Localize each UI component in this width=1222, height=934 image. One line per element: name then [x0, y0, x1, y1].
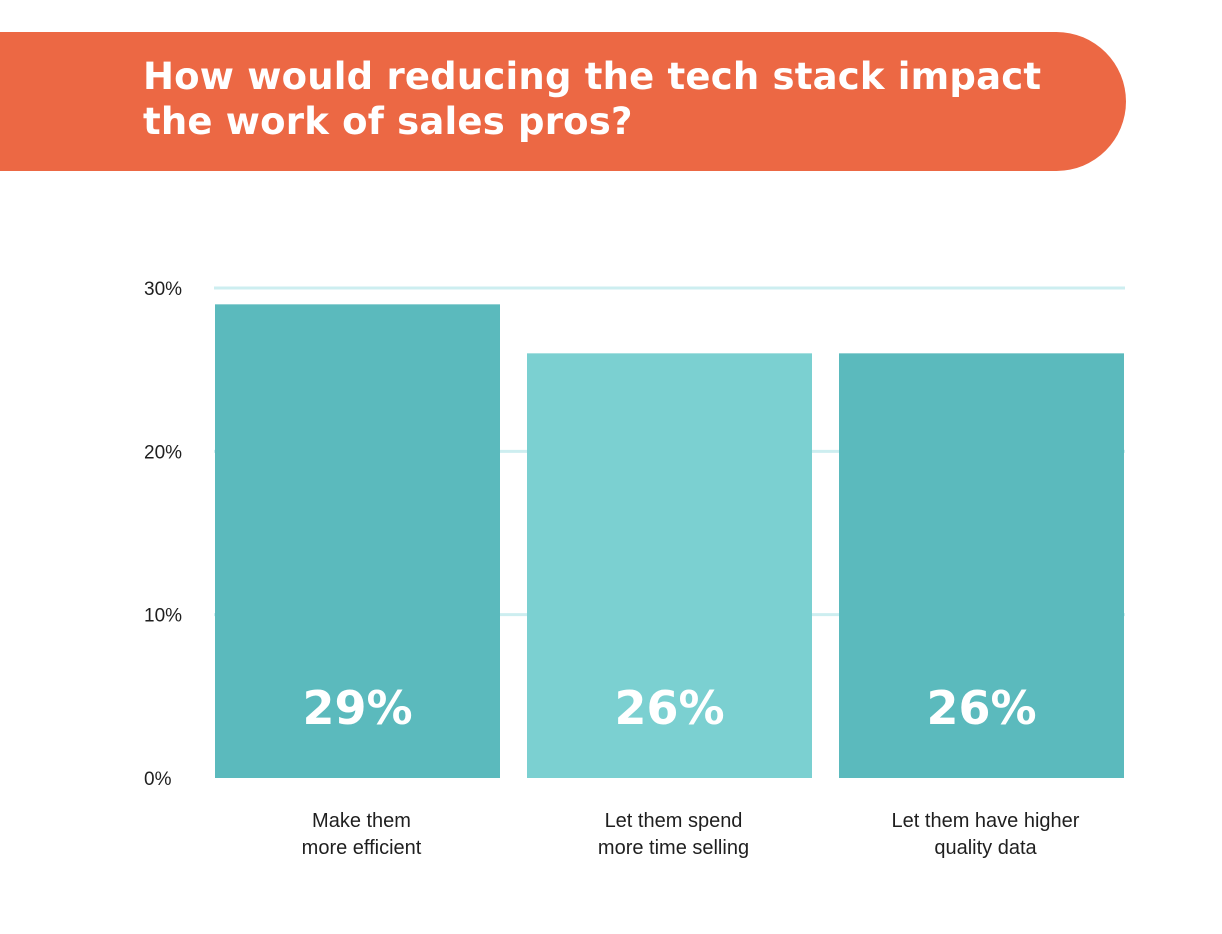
y-tick-label-0: 0% [144, 769, 172, 790]
value-labels: 29% 26% 26% [302, 681, 1036, 735]
bar-value-label-3: 26% [926, 681, 1036, 735]
chart-title-line-2: the work of sales pros? [143, 100, 633, 143]
category-label-2-line-2: more time selling [598, 837, 749, 859]
bar-2 [527, 353, 812, 778]
category-label-3-line-1: Let them have higher [892, 810, 1080, 832]
bar-1 [215, 304, 500, 778]
category-label-3-line-2: quality data [934, 837, 1037, 859]
category-label-2-line-1: Let them spend [605, 810, 743, 832]
bar-value-label-2: 26% [614, 681, 724, 735]
title-banner: How would reducing the tech stack impact… [0, 32, 1126, 171]
y-tick-label-30: 30% [144, 279, 182, 300]
category-label-1-line-1: Make them [312, 810, 411, 832]
y-tick-label-20: 20% [144, 442, 182, 463]
chart-title-line-1: How would reducing the tech stack impact [143, 55, 1042, 98]
bars [215, 304, 1124, 778]
bar-value-label-1: 29% [302, 681, 412, 735]
category-labels: Make them more efficient Let them spend mor… [302, 810, 1080, 859]
bar-3 [839, 353, 1124, 778]
y-tick-label-10: 10% [144, 606, 182, 627]
y-axis-ticks: 0% 10% 20% 30% [144, 279, 182, 790]
category-label-1-line-2: more efficient [302, 837, 422, 859]
